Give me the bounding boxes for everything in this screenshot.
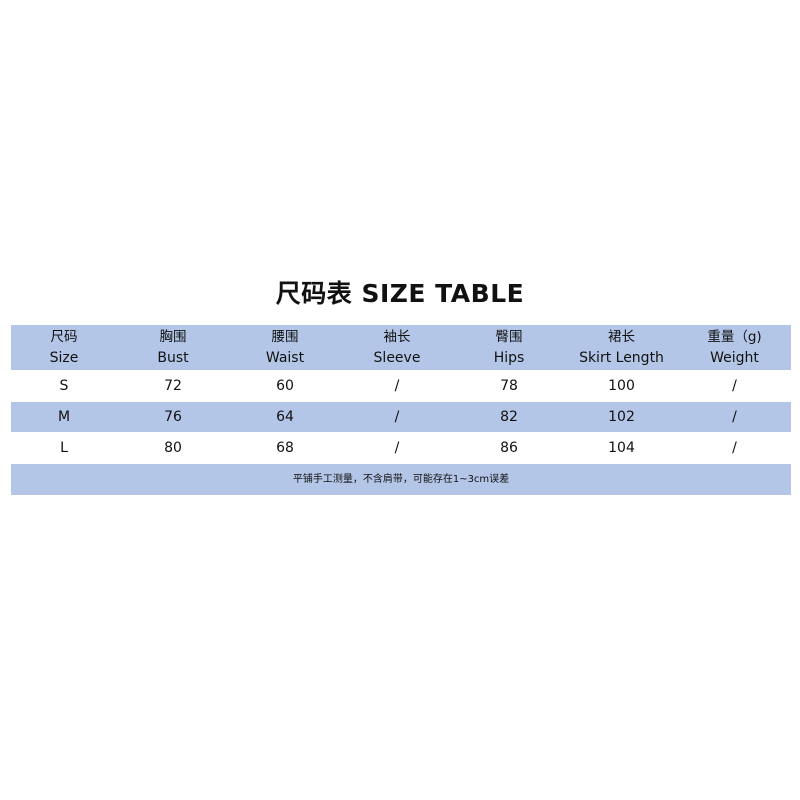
table-cell: / [394, 378, 400, 394]
header-waist: 腰围 Waist [229, 325, 341, 370]
table-row: M 76 64 / 82 102 / [11, 402, 791, 432]
table-cell: / [394, 440, 400, 456]
header-size: 尺码 Size [11, 325, 117, 370]
header-en: Bust [157, 349, 189, 366]
header-zh: 臀围 [495, 328, 523, 345]
header-bust: 胸围 Bust [117, 325, 229, 370]
table-cell: 82 [500, 409, 518, 425]
table-cell: / [732, 378, 737, 394]
header-zh: 裙长 [608, 328, 635, 345]
table-cell: / [394, 409, 400, 425]
header-zh: 胸围 [159, 328, 187, 345]
header-en: Waist [265, 349, 305, 366]
table-cell: 104 [608, 440, 635, 456]
table-cell: 86 [500, 440, 518, 456]
header-hips: 臀围 Hips [453, 325, 565, 370]
table-row: S 72 60 / 78 100 / [11, 371, 791, 401]
table-cell: M [57, 409, 71, 425]
table-cell: L [60, 440, 68, 456]
table-cell: 64 [276, 409, 294, 425]
header-en: Weight [710, 349, 759, 366]
table-cell: S [59, 378, 69, 394]
measurement-note: 平铺手工测量，不含肩带，可能存在1~3cm误差 [11, 464, 791, 495]
header-sleeve: 袖长 Sleeve [341, 325, 453, 370]
table-cell: 80 [164, 440, 182, 456]
table-cell: 102 [608, 409, 635, 425]
size-table: 尺码 Size 胸围 Bust 腰围 Waist 袖长 Sleeve 臀围 Hips 裙长… [11, 325, 791, 495]
table-cell: 100 [608, 378, 635, 394]
table-cell: 68 [276, 440, 294, 456]
table-cell: / [732, 409, 737, 425]
table-cell: 76 [164, 409, 182, 425]
header-skirt-length: 裙长 Skirt Length [565, 325, 678, 370]
header-en: Skirt Length [579, 349, 664, 366]
header-zh: 腰围 [271, 328, 299, 345]
table-cell: 78 [500, 378, 518, 394]
table-cell: 72 [164, 378, 182, 394]
header-zh: 袖长 [383, 328, 411, 345]
table-cell: / [732, 440, 737, 456]
table-row: L 80 68 / 86 104 / [11, 433, 791, 463]
header-en: Size [49, 349, 79, 366]
table-header: 尺码 Size 胸围 Bust 腰围 Waist 袖长 Sleeve 臀围 Hips 裙长… [11, 325, 791, 370]
page-title: 尺码表 SIZE TABLE [275, 279, 525, 308]
header-en: Hips [493, 349, 525, 366]
header-weight: 重量（g) Weight [678, 325, 791, 370]
header-en: Sleeve [373, 349, 421, 366]
header-zh: 重量（g) [707, 328, 762, 345]
header-zh: 尺码 [50, 328, 78, 345]
table-cell: 60 [276, 378, 294, 394]
